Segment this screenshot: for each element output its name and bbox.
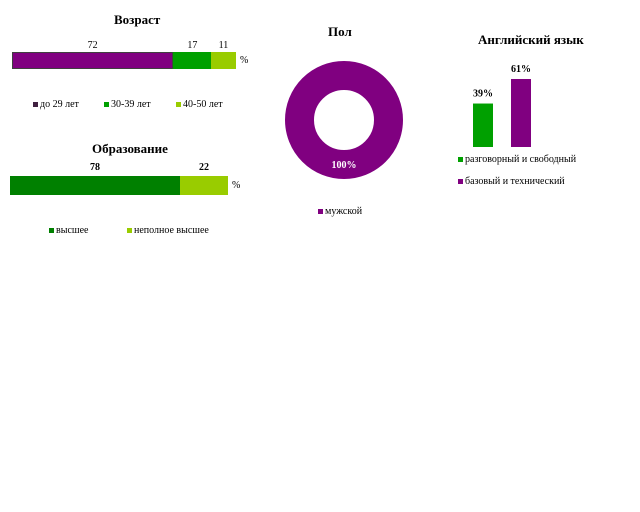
education-bar-0 <box>10 176 181 195</box>
age-bar-2 <box>211 52 236 69</box>
english-bar-0 <box>473 103 493 147</box>
age-legend-item-0: до 29 лет <box>33 99 79 110</box>
english-bar-1 <box>511 79 531 147</box>
age-value-label-0: 72 <box>87 40 98 51</box>
english-legend-label-1: базовый и технический <box>465 176 565 187</box>
education-unit: % <box>232 180 241 191</box>
age-value-label-2: 11 <box>218 40 229 51</box>
gender-legend-swatch-0 <box>318 209 323 214</box>
gender-legend-item-0: мужской <box>318 206 362 217</box>
age-legend-label-2: 40-50 лет <box>183 99 223 110</box>
age-bar-0 <box>12 52 174 69</box>
english-chart-title: Английский язык <box>478 32 584 47</box>
education-value-label-0: 78 <box>90 162 101 173</box>
education-bar-1 <box>180 176 228 195</box>
age-value-label-1: 17 <box>187 40 198 51</box>
english-legend-label-0: разговорный и свободный <box>465 154 577 165</box>
age-legend-swatch-2 <box>176 102 181 107</box>
age-chart: Возраст 72 17 11 % до 29 лет 30-39 лет 40-… <box>0 0 260 120</box>
education-legend-item-1: неполное высшее <box>127 225 209 236</box>
age-legend-item-1: 30-39 лет <box>104 99 151 110</box>
education-legend-item-0: высшее <box>49 225 88 236</box>
education-value-label-1: 22 <box>199 162 210 173</box>
education-legend-swatch-0 <box>49 228 54 233</box>
education-legend-label-0: высшее <box>56 225 89 236</box>
age-unit: % <box>240 55 249 66</box>
english-legend-swatch-1 <box>458 179 463 184</box>
age-legend-label-0: до 29 лет <box>40 99 79 110</box>
age-legend-swatch-1 <box>104 102 109 107</box>
gender-slice-label-0: 100% <box>332 160 357 171</box>
education-chart-title: Образование <box>92 141 168 156</box>
age-legend-label-1: 30-39 лет <box>111 99 151 110</box>
age-chart-title: Возраст <box>114 12 161 27</box>
gender-legend-label-0: мужской <box>325 206 363 217</box>
age-bar-1 <box>173 52 212 69</box>
education-chart: Образование 78 22 % высшее неполное высше… <box>0 135 260 245</box>
gender-chart-title: Пол <box>328 24 352 39</box>
education-legend-label-1: неполное высшее <box>134 225 209 236</box>
english-legend-item-1: базовый и технический <box>458 176 565 187</box>
english-legend-item-0: разговорный и свободный <box>458 154 576 165</box>
english-chart: Английский язык 39% 61% разговорный и сво… <box>430 0 640 200</box>
age-legend-swatch-0 <box>33 102 38 107</box>
english-bars: 39% 61% <box>473 64 531 147</box>
english-value-label-1: 61% <box>511 64 531 75</box>
english-legend-swatch-0 <box>458 157 463 162</box>
gender-chart: Пол 100% мужской <box>260 0 430 230</box>
gender-donut: 100% <box>285 61 403 179</box>
english-value-label-0: 39% <box>473 89 493 100</box>
education-legend-swatch-1 <box>127 228 132 233</box>
age-legend-item-2: 40-50 лет <box>176 99 223 110</box>
gender-slice-0 <box>285 61 403 179</box>
